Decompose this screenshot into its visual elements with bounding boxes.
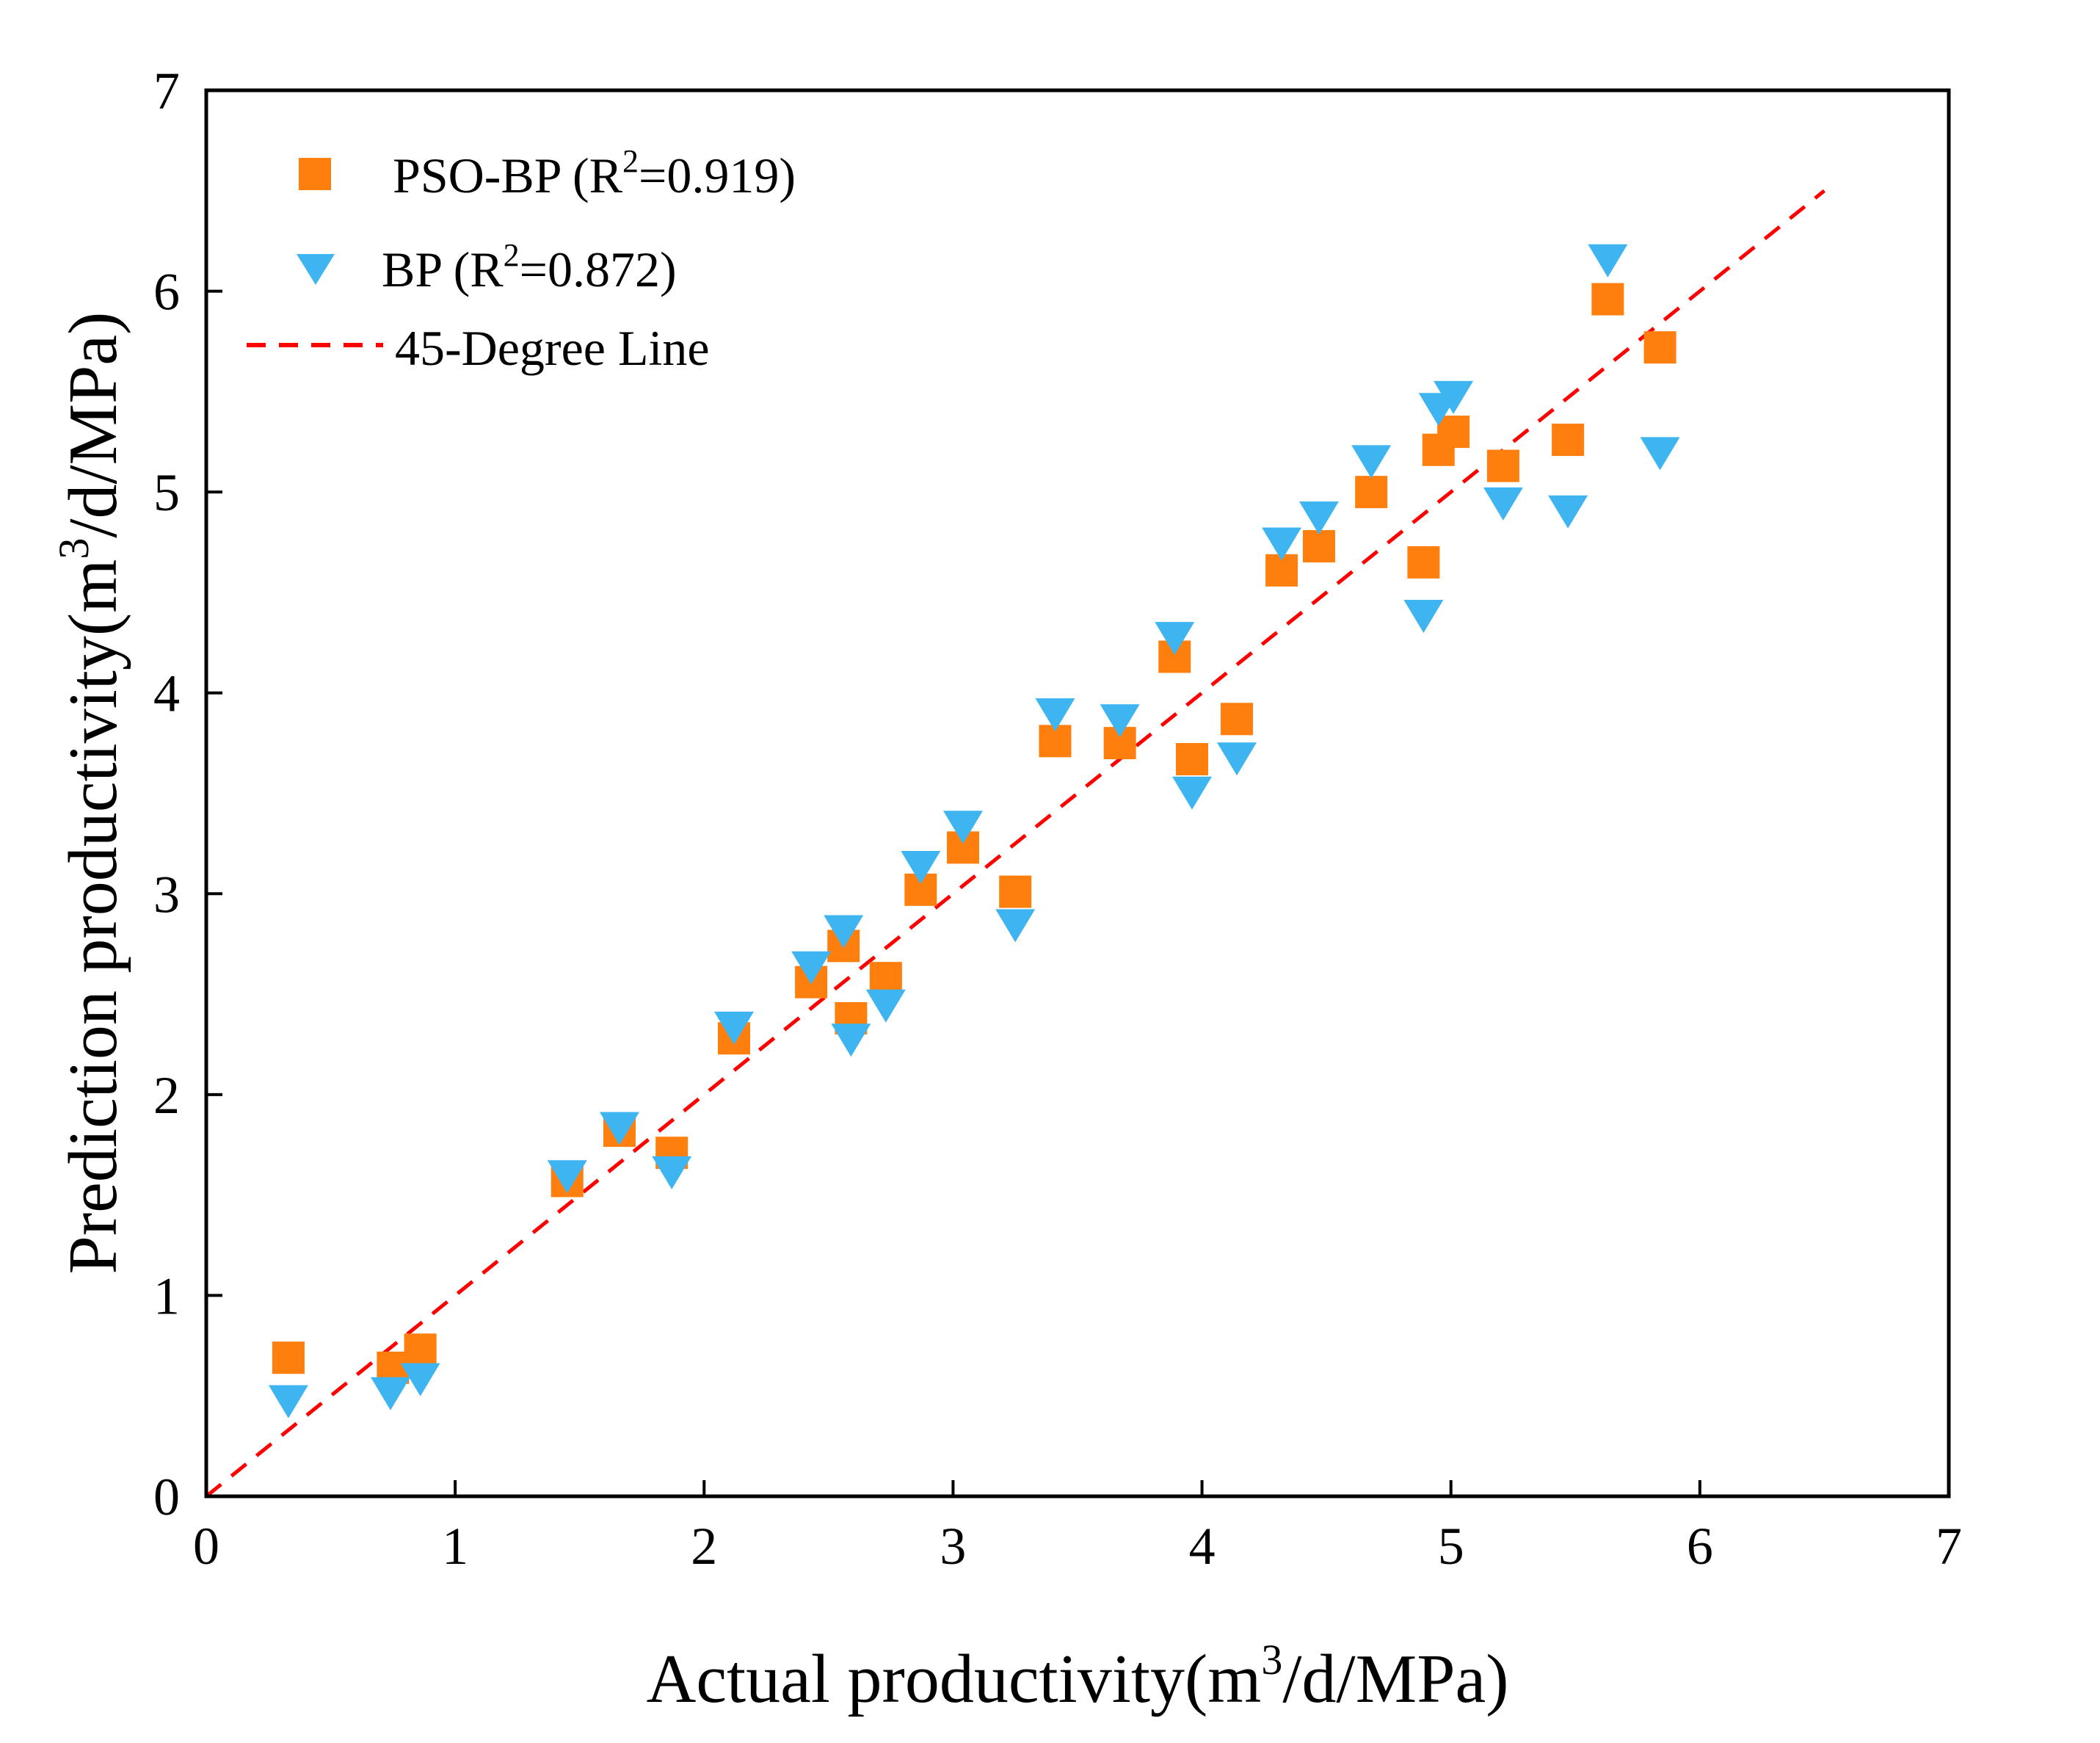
point-bp bbox=[1217, 742, 1257, 776]
point-bp bbox=[1100, 704, 1140, 738]
point-bp bbox=[831, 1023, 871, 1057]
y-tick-label: 3 bbox=[153, 865, 180, 924]
legend-label-pso-bp-main: PSO-BP (R bbox=[393, 148, 623, 203]
y-axis-label-superscript: 3 bbox=[50, 538, 98, 559]
point-bp bbox=[1640, 437, 1680, 471]
point-pso-bp bbox=[1437, 416, 1470, 449]
point-bp bbox=[400, 1363, 440, 1396]
y-tick-label: 2 bbox=[153, 1066, 180, 1125]
legend-label-bp-superscript: 2 bbox=[504, 237, 520, 273]
y-axis-label-suffix: /d/MPa) bbox=[55, 312, 131, 538]
point-pso-bp bbox=[1486, 449, 1519, 482]
y-tick-label: 0 bbox=[153, 1468, 180, 1526]
point-bp bbox=[652, 1156, 692, 1189]
y-tick-label: 4 bbox=[153, 664, 180, 723]
point-pso-bp bbox=[869, 962, 902, 995]
legend-label-pso-bp-suffix: =0.919) bbox=[639, 148, 796, 203]
point-bp bbox=[901, 850, 941, 884]
legend-label-bp-main: BP (R bbox=[382, 242, 504, 297]
x-tick-label: 3 bbox=[940, 1517, 966, 1576]
point-bp bbox=[1588, 244, 1628, 278]
x-tick-label: 6 bbox=[1687, 1517, 1713, 1576]
point-pso-bp bbox=[1591, 283, 1624, 316]
point-pso-bp bbox=[272, 1341, 305, 1374]
point-bp bbox=[791, 951, 832, 985]
legend-label-pso-bp: PSO-BP (R2=0.919) bbox=[393, 143, 796, 203]
plot-frame bbox=[204, 88, 1951, 1499]
point-bp bbox=[599, 1112, 639, 1145]
point-bp bbox=[1351, 445, 1392, 479]
point-bp bbox=[547, 1160, 587, 1194]
x-axis-label-superscript: 3 bbox=[1261, 1636, 1282, 1684]
reference-line-45-degree bbox=[205, 189, 1825, 1498]
point-bp bbox=[1403, 600, 1444, 634]
point-bp bbox=[1483, 487, 1523, 521]
point-pso-bp bbox=[1355, 476, 1388, 509]
y-tick-label: 7 bbox=[153, 62, 180, 120]
point-pso-bp bbox=[1552, 424, 1585, 457]
point-bp bbox=[1298, 501, 1339, 535]
point-bp bbox=[1434, 380, 1474, 414]
point-bp bbox=[995, 909, 1036, 943]
point-pso-bp bbox=[1221, 703, 1254, 736]
point-bp bbox=[370, 1377, 410, 1410]
x-tick-label: 7 bbox=[1936, 1517, 1962, 1576]
point-bp bbox=[713, 1011, 754, 1045]
y-axis-label: Prediction productivity(m3/d/MPa) bbox=[50, 312, 131, 1275]
x-axis-label-main: Actual productivity(m bbox=[646, 1641, 1261, 1717]
point-pso-bp bbox=[999, 875, 1032, 908]
legend: PSO-BP (R2=0.919) BP (R2=0.872) 45-Degre… bbox=[247, 143, 796, 376]
point-pso-bp bbox=[1302, 530, 1335, 563]
legend-marker-pso-bp bbox=[299, 158, 331, 190]
point-pso-bp bbox=[404, 1333, 437, 1366]
y-tick-label: 1 bbox=[153, 1267, 180, 1325]
legend-marker-bp bbox=[297, 254, 335, 285]
y-tick-label: 6 bbox=[153, 263, 180, 322]
x-tick-label: 4 bbox=[1189, 1517, 1216, 1576]
point-bp bbox=[865, 989, 906, 1023]
point-bp bbox=[1172, 776, 1213, 810]
x-axis-label-suffix: /d/MPa) bbox=[1282, 1641, 1508, 1717]
point-bp bbox=[824, 915, 864, 949]
x-tick-label: 5 bbox=[1438, 1517, 1464, 1576]
x-axis-label: Actual productivity(m3/d/MPa) bbox=[646, 1636, 1508, 1717]
point-pso-bp bbox=[1176, 742, 1209, 775]
axis-ticks: 0 1 2 3 4 5 6 7 0 1 2 3 4 5 6 7 bbox=[153, 62, 1962, 1576]
point-pso-bp bbox=[1407, 546, 1440, 579]
x-tick-label: 0 bbox=[193, 1517, 219, 1576]
y-axis-label-main: Prediction productivity(m bbox=[55, 559, 131, 1275]
y-tick-label: 5 bbox=[153, 463, 180, 522]
legend-label-bp-suffix: =0.872) bbox=[520, 242, 677, 297]
point-pso-bp bbox=[1643, 331, 1676, 364]
point-bp bbox=[1548, 495, 1588, 529]
legend-label-reference-line: 45-Degree Line bbox=[395, 320, 710, 376]
point-bp bbox=[268, 1385, 308, 1418]
legend-label-pso-bp-superscript: 2 bbox=[622, 143, 639, 179]
point-bp bbox=[1262, 527, 1302, 561]
x-tick-label: 1 bbox=[442, 1517, 468, 1576]
reference-line-layer bbox=[205, 189, 1825, 1498]
x-tick-label: 2 bbox=[691, 1517, 717, 1576]
legend-label-bp: BP (R2=0.872) bbox=[382, 237, 677, 297]
point-bp bbox=[942, 811, 983, 844]
data-points bbox=[268, 244, 1680, 1418]
point-bp bbox=[1035, 698, 1075, 732]
point-bp bbox=[1155, 622, 1195, 656]
